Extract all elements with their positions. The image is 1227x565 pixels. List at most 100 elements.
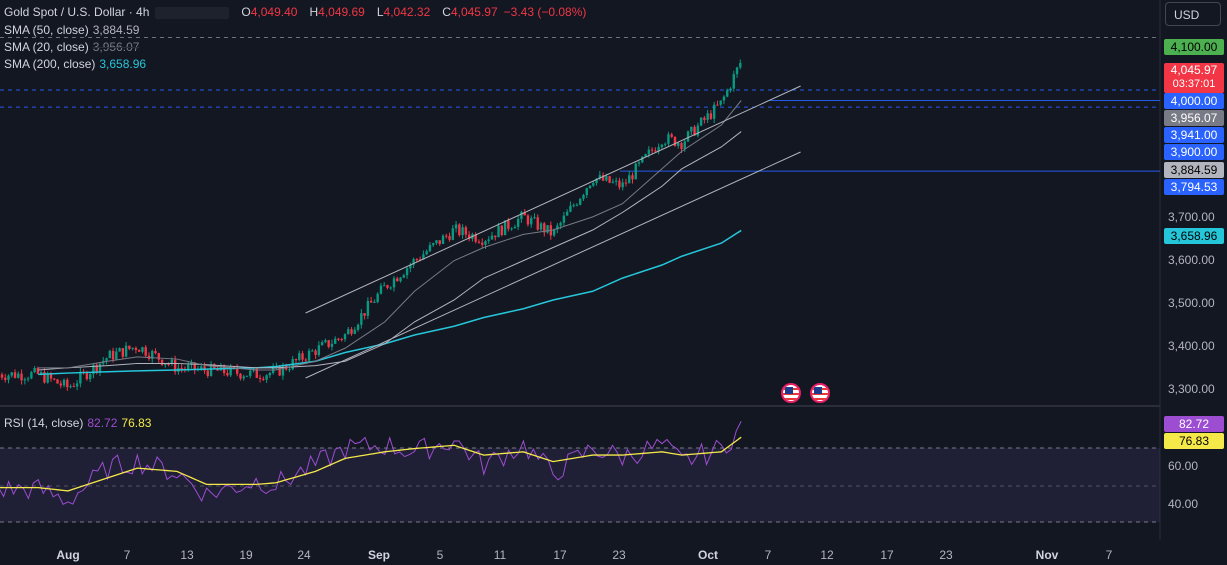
candle-body [157,353,160,360]
candle-body [628,175,631,184]
candle-body [281,365,285,376]
candle-body [115,351,118,360]
candle-body [735,67,739,75]
rsi-legend[interactable]: RSI (14, close) 82.72 76.83 [4,415,151,431]
sma50-name: SMA (50, close) [4,23,89,37]
x-tick: Sep [367,548,391,562]
candle-body [66,379,69,388]
candle-body [239,373,242,379]
candle-body [585,188,588,196]
candle-body [353,329,357,334]
candle-body [4,377,7,380]
x-tick: 12 [820,548,834,562]
rsi-value: 82.72 [87,416,118,430]
candle-body [235,368,239,374]
candle-body [412,259,415,265]
candle-body [13,372,17,378]
x-tick: 11 [493,548,507,562]
candle-body [0,374,4,378]
symbol-legend: Gold Spot / U.S. Dollar · 4h O4,049.40 H4,… [4,4,586,20]
price-label-4100: 4,100.00 [1164,39,1224,55]
candle-body [92,364,95,375]
candle-body [663,143,667,145]
candle-body [569,205,572,212]
redacted-field [155,6,230,19]
candle-body [124,345,128,357]
candle-body [686,131,690,142]
candle-body [314,350,317,355]
candle-body [579,198,582,205]
candle-body [396,278,399,282]
candle-body [128,345,131,349]
candle-body [59,383,62,386]
bar-countdown: 03:37:01 [1172,78,1216,90]
candle-body [448,236,451,240]
sma20-name: SMA (20, close) [4,40,89,54]
sma20-legend[interactable]: SMA (20, close) 3,956.07 [4,39,139,55]
candle-body [311,350,314,352]
candle-body [151,351,154,359]
candle-body [559,222,562,226]
currency-button[interactable]: USD [1165,2,1221,26]
candle-body [327,340,330,347]
candle-body [229,366,232,376]
candle-body [428,245,432,252]
price-label-3900: 3,900.00 [1164,144,1224,160]
candle-body [614,180,618,182]
candle-body [347,329,350,335]
sma200-line [38,229,742,376]
candle-body [497,225,500,238]
candle-body [265,375,268,380]
candle-body [706,113,709,120]
candle-body [464,227,468,235]
symbol-title: Gold Spot / U.S. Dollar · 4h [4,5,150,19]
us-flag-event-icon[interactable] [781,383,801,403]
sma50-legend[interactable]: SMA (50, close) 3,884.59 [4,22,139,38]
candle-body [425,251,428,255]
candle-body [696,125,700,136]
price-tick: 3,300.00 [1168,382,1215,396]
candle-body [409,264,412,269]
candle-body [634,163,637,180]
candle-body [360,313,363,325]
candle-body [441,235,445,244]
candle-body [389,287,392,289]
candle-body [17,373,20,378]
rsi-ma-line [0,436,742,492]
candle-body [304,359,307,361]
candle-body [644,154,647,157]
x-tick: 17 [880,548,894,562]
candle-body [494,235,497,238]
sma200-name: SMA (200, close) [4,57,96,71]
x-tick: 23 [939,548,953,562]
x-tick: 5 [436,548,444,562]
candle-body [523,212,526,216]
x-tick: 19 [239,548,253,562]
x-tick: Nov [1035,548,1059,562]
candle-body [690,126,693,132]
change-value: −3.43 (−0.08%) [503,5,587,19]
candle-body [516,218,520,227]
candle-body [288,369,291,371]
candle-body [422,254,425,260]
candle-body [598,175,602,179]
low-label: L [376,5,384,19]
candle-body [565,211,569,216]
us-flag-event-icon[interactable] [810,383,830,403]
candle-body [530,218,533,225]
candle-body [592,182,595,186]
sma200-legend[interactable]: SMA (200, close) 3,658.96 [4,56,146,72]
rsi-ma-value: 76.83 [121,416,152,430]
candle-body [667,134,670,144]
candle-body [46,373,49,383]
candle-body [219,365,223,371]
candle-body [539,223,543,230]
rsi-tick: 60.00 [1168,459,1199,473]
candle-body [500,225,504,236]
candle-body [719,100,722,105]
candle-body [249,370,252,376]
candle-body [170,359,174,365]
candle-body [334,338,337,344]
candle-body [30,372,33,379]
